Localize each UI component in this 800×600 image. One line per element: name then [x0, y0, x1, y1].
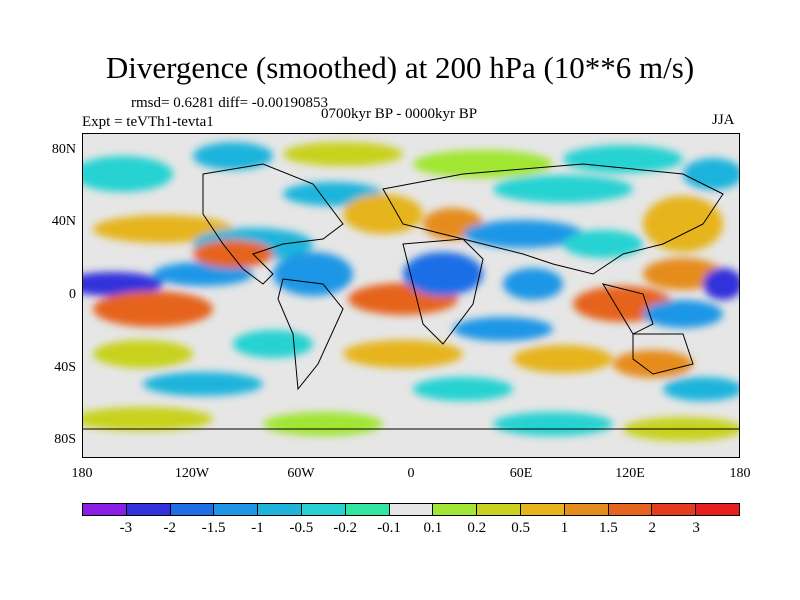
- lat-tick-label: 0: [69, 287, 76, 302]
- lat-tick-label: 80N: [51, 142, 76, 157]
- map-canvas: [83, 142, 739, 441]
- divergence-map: [82, 133, 740, 458]
- experiment-label: Expt = teVTh1-tevta1: [82, 114, 214, 130]
- colorbar-label: -3: [119, 520, 133, 536]
- lat-tick-label: 80S: [54, 432, 76, 447]
- lat-tick-label: 40N: [51, 214, 76, 229]
- lon-tick-label: 0: [407, 466, 415, 481]
- colorbar-swatch: [301, 504, 346, 515]
- lon-tick-label: 180: [71, 466, 93, 481]
- lon-tick-label: 60W: [287, 466, 315, 481]
- stats-label: rmsd= 0.6281 diff= -0.00190853: [131, 95, 329, 111]
- colorbar-swatch: [214, 504, 259, 515]
- field-blobs: [83, 142, 739, 441]
- colorbar-label: -1.5: [201, 520, 226, 536]
- colorbar-swatch: [564, 504, 609, 515]
- coastlines: [83, 163, 739, 430]
- colorbar-swatch: [389, 504, 434, 515]
- colorbar-swatch: [170, 504, 215, 515]
- colorbar-swatch: [433, 504, 478, 515]
- colorbar-swatch: [126, 504, 171, 515]
- colorbar-label: 0.2: [467, 520, 487, 536]
- colorbar-label: -1: [251, 520, 264, 536]
- colorbar-swatch: [696, 504, 739, 515]
- colorbar-label: 0.1: [423, 520, 443, 536]
- period-label: 0700kyr BP - 0000kyr BP: [321, 106, 478, 122]
- colorbar-label: -0.1: [377, 520, 401, 536]
- colorbar-swatch: [608, 504, 653, 515]
- colorbar-swatch: [520, 504, 565, 515]
- colorbar-swatch: [477, 504, 521, 515]
- lon-tick-label: 60E: [509, 466, 533, 481]
- season-label: JJA: [712, 112, 735, 128]
- plot-title: Divergence (smoothed) at 200 hPa (10**6 …: [105, 50, 695, 85]
- colorbar-label: 3: [692, 520, 700, 536]
- colorbar-label: 1.5: [599, 520, 618, 536]
- colorbar: [82, 503, 740, 516]
- colorbar-label: 2: [648, 520, 657, 536]
- colorbar-swatch: [83, 504, 127, 515]
- lon-tick-label: 120W: [174, 466, 210, 481]
- colorbar-swatch: [345, 504, 390, 515]
- lon-tick-label: 180: [729, 466, 751, 481]
- colorbar-label: -2: [163, 520, 176, 536]
- colorbar-label: -0.2: [333, 520, 358, 536]
- colorbar-swatch: [258, 504, 302, 515]
- colorbar-label: 0.5: [511, 520, 531, 536]
- colorbar-label: -0.5: [289, 520, 314, 536]
- colorbar-label: 1: [560, 520, 569, 536]
- lat-tick-label: 40S: [54, 360, 76, 375]
- colorbar-swatch: [652, 504, 697, 515]
- lon-tick-label: 120E: [615, 466, 645, 481]
